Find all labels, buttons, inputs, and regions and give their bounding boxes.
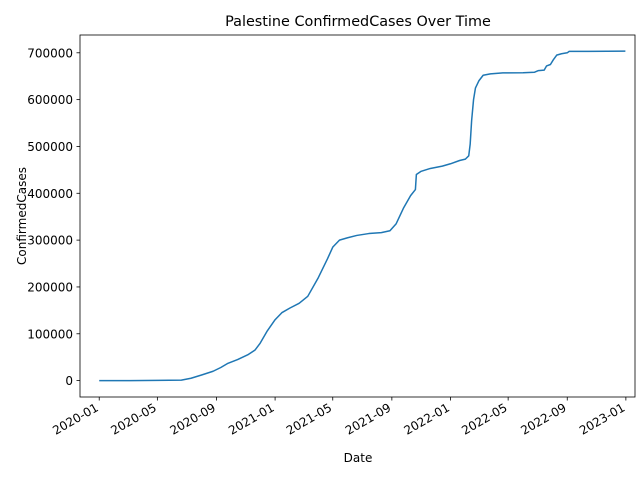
x-tick-label: 2020-05: [108, 400, 158, 437]
chart-title: Palestine ConfirmedCases Over Time: [225, 14, 491, 30]
y-tick-label: 0: [65, 374, 73, 388]
y-tick-label: 200000: [27, 280, 73, 294]
x-tick-label: 2022-05: [459, 400, 509, 437]
y-axis-title: ConfirmedCases: [15, 167, 29, 265]
x-axis: 2020-01 2020-05 2020-09 2021-01 2021-05 2021-…: [50, 397, 627, 438]
x-tick-label: 2021-01: [226, 400, 276, 437]
plot-area-border: [79, 34, 636, 398]
x-tick-label: 2021-05: [284, 400, 334, 437]
y-tick-label: 400000: [27, 187, 73, 201]
x-tick-label: 2022-09: [518, 400, 568, 437]
x-tick-label: 2022-01: [402, 400, 452, 437]
y-tick-label: 300000: [27, 234, 73, 248]
x-tick-label: 2023-01: [577, 400, 627, 437]
series-line: [99, 50, 626, 382]
x-tick-label: 2020-01: [50, 400, 100, 437]
series-group: [99, 50, 626, 382]
y-tick-label: 700000: [27, 46, 73, 60]
x-axis-title: Date: [344, 451, 373, 465]
y-tick-label: 500000: [27, 140, 73, 154]
plot-frame: [79, 34, 636, 398]
y-tick-label: 100000: [27, 327, 73, 341]
y-axis: 0 100000 200000 300000 400000 500000 600000 700…: [27, 46, 80, 388]
y-tick-label: 600000: [27, 93, 73, 107]
x-tick-label: 2021-09: [343, 400, 393, 437]
x-tick-label: 2020-09: [168, 400, 218, 437]
